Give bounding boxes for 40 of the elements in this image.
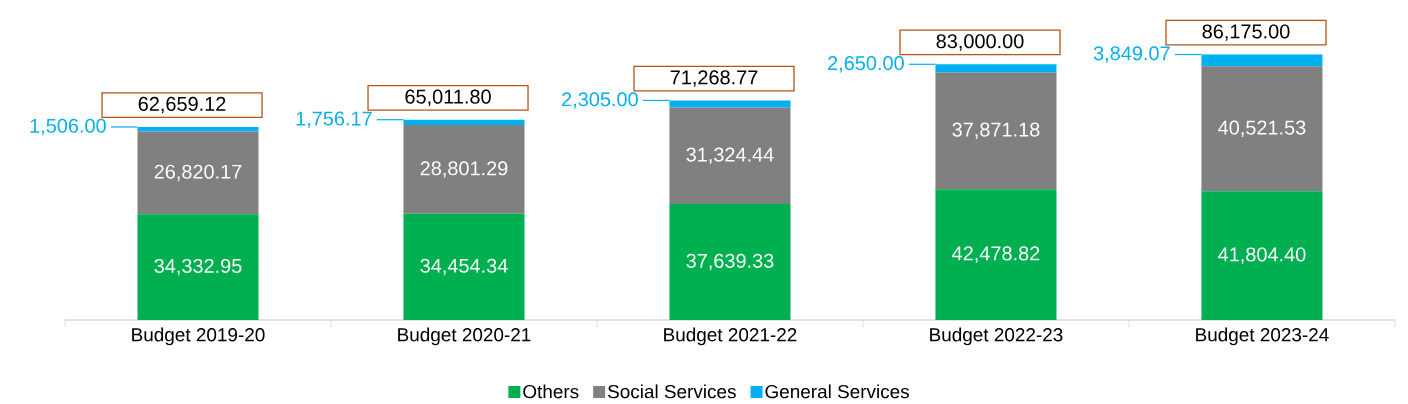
bar xyxy=(669,204,791,320)
x-tick-label: Budget 2023-24 xyxy=(1196,327,1329,346)
bar xyxy=(669,107,791,205)
bar xyxy=(403,125,525,214)
data-label: 3,849.07 xyxy=(1093,46,1170,63)
data-label: 34,332.95 xyxy=(154,258,242,276)
data-label: 37,871.18 xyxy=(952,122,1040,140)
x-tick-label: Budget 2022-23 xyxy=(930,327,1063,346)
legend-label: Others xyxy=(523,384,579,399)
data-label: 1,756.17 xyxy=(296,111,372,128)
x-tick-label: Budget 2020-21 xyxy=(398,327,531,346)
total-label: 62,659.12 xyxy=(138,96,226,114)
bar xyxy=(403,213,525,320)
total-label: 83,000.00 xyxy=(936,34,1024,51)
total-label: 65,011.80 xyxy=(405,89,491,107)
total-label: 71,268.77 xyxy=(670,70,758,87)
data-label: 26,820.17 xyxy=(154,164,242,182)
data-label: 40,521.53 xyxy=(1218,120,1306,138)
data-label: 1,506.00 xyxy=(30,118,106,136)
legend-label: General Services xyxy=(765,384,909,399)
bar xyxy=(1201,191,1323,320)
x-tick-label: Budget 2019-20 xyxy=(132,327,265,346)
data-label: 31,324.44 xyxy=(686,147,774,165)
bar xyxy=(137,214,259,320)
total-label: 86,175.00 xyxy=(1202,24,1290,41)
bar xyxy=(137,131,259,215)
x-tick-label: Budget 2021-22 xyxy=(664,327,797,346)
bar xyxy=(935,72,1057,190)
data-label: 34,454.34 xyxy=(420,258,508,276)
data-label: 28,801.29 xyxy=(420,161,508,178)
data-label: 42,478.82 xyxy=(952,246,1040,263)
bar xyxy=(1201,54,1323,67)
bar xyxy=(403,119,525,126)
bar xyxy=(935,189,1057,320)
data-label: 37,639.33 xyxy=(686,253,774,271)
data-label: 2,305.00 xyxy=(562,92,638,109)
bar xyxy=(1201,66,1323,192)
legend-label: Social Services xyxy=(607,384,736,399)
data-label: 2,650.00 xyxy=(828,56,904,73)
data-label: 41,804.40 xyxy=(1218,247,1306,264)
